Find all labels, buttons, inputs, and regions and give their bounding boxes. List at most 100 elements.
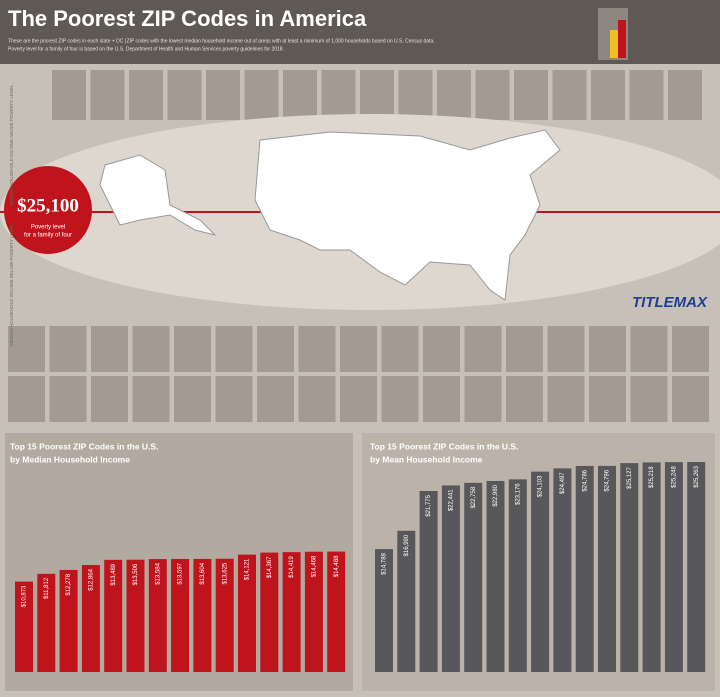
bar [397,530,416,672]
state-tile [547,376,585,422]
chart-subtitle: by Median Household Income [10,454,130,464]
side-label: MEDIAN HOUSEHOLD INCOME ABOVE POVERTY LE… [9,84,14,205]
state-tile [506,376,543,422]
state-tile [591,70,625,120]
title: The Poorest ZIP Codes in America [8,6,367,31]
state-tile [360,70,394,120]
bar [304,551,323,672]
state-tile [464,326,502,372]
state-tile [629,70,664,120]
value-label: $11,812 [44,577,50,599]
state-tile [257,376,294,422]
state-tile [49,376,87,422]
brand: TITLEMAX [632,294,708,311]
state-tile [91,376,128,422]
side-label: MEDIAN HOUSEHOLD INCOME BELOW POVERTY LE… [9,224,14,346]
value-label: $25,218 [649,466,655,488]
chart-title: Top 15 Poorest ZIP Codes in the U.S. [10,441,158,451]
state-tile [49,326,87,372]
state-tile [8,326,45,372]
bar [508,479,527,672]
state-tile [90,70,125,120]
state-tile [668,70,702,120]
value-label: $14,788 [382,552,388,574]
value-label: $21,775 [426,494,432,516]
state-tile [381,376,419,422]
bar [215,558,234,672]
chart-title: Top 15 Poorest ZIP Codes in the U.S. [370,441,518,451]
value-label: $13,584 [155,562,161,584]
value-label: $22,441 [448,489,454,511]
value-label: $25,263 [694,465,700,487]
state-tile [52,70,86,120]
us-map [254,129,561,301]
state-tile [423,326,460,372]
state-tile [514,70,548,120]
state-tile [257,326,294,372]
state-tile [215,326,253,372]
bar [260,552,279,672]
value-label: $13,506 [133,563,139,585]
state-tile [398,70,433,120]
value-label: $24,796 [605,469,611,491]
value-label: $24,786 [582,469,588,491]
value-label: $16,990 [404,534,410,556]
bar [642,462,661,672]
value-label: $13,625 [222,562,228,584]
state-tile [589,376,626,422]
value-label: $13,604 [200,562,206,584]
value-label: $22,758 [471,486,477,508]
bar [282,552,301,672]
subtitle: These are the poorest ZIP codes in each … [8,38,435,44]
state-tile [437,70,471,120]
bar [59,569,78,672]
state-tile [340,376,377,422]
bar [486,480,505,672]
bar [375,549,393,672]
state-tile [672,376,709,422]
state-tile [129,70,163,120]
alaska-map [99,154,217,236]
bar [441,485,460,672]
bar [327,551,346,672]
state-tile [547,326,585,372]
bar [193,558,212,672]
value-label: $13,597 [178,562,184,584]
state-tile [298,326,336,372]
value-label: $12,278 [66,573,72,595]
bar [553,468,572,672]
bar [148,559,167,672]
poverty-label: for a family of four [24,233,72,239]
bar [687,462,706,672]
bar [81,565,100,672]
state-tile [215,376,253,422]
poverty-badge [4,166,92,254]
bar [620,463,639,672]
value-label: $14,121 [245,558,251,580]
state-tiles [8,70,709,422]
state-tile [340,326,377,372]
state-tile [381,326,419,372]
value-label: $12,864 [88,568,94,590]
bar [575,465,594,672]
value-label: $23,176 [515,483,521,505]
bar [464,482,483,672]
bar [37,573,56,672]
value-label: $14,488 [334,555,340,577]
state-tile [244,70,279,120]
value-label: $14,468 [311,555,317,577]
state-tile [321,70,356,120]
state-tile [630,326,668,372]
state-tile [464,376,502,422]
state-tile [589,326,626,372]
value-label: $25,248 [671,465,677,487]
bar [531,471,550,672]
state-tile [475,70,510,120]
bar [171,558,190,672]
state-tile [132,326,170,372]
value-label: $14,419 [289,555,295,577]
state-tile [283,70,317,120]
value-label: $10,873 [22,585,28,607]
value-label: $25,127 [627,466,633,488]
state-tile [423,376,460,422]
